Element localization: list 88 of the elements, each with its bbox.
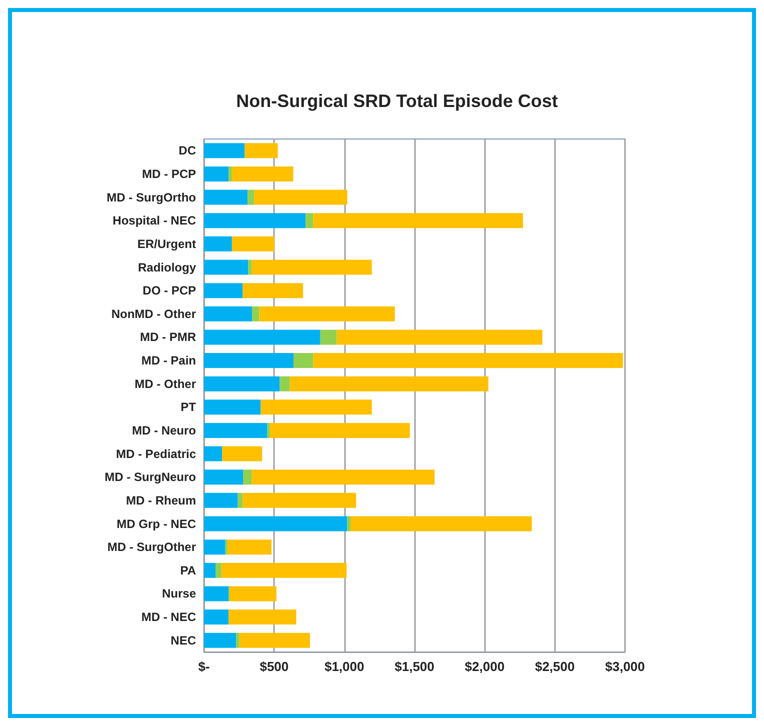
- y-tick-label: MD - NEC: [141, 610, 196, 624]
- bar: [204, 470, 244, 485]
- bar: [270, 422, 410, 438]
- x-tick-label: $-: [198, 659, 210, 674]
- bar: [347, 516, 351, 532]
- x-tick-label: $1,000: [324, 659, 364, 674]
- bar: [204, 400, 261, 415]
- bar: [204, 353, 294, 368]
- x-tick-label: $3,000: [605, 659, 645, 674]
- bar: [243, 470, 252, 485]
- y-tick-label: MD - SurgOrtho: [106, 190, 196, 204]
- bar: [260, 400, 372, 415]
- bar: [313, 353, 623, 368]
- y-tick-label: MD - Rheum: [126, 493, 196, 508]
- y-tick-label: MD - Other: [134, 376, 196, 391]
- bar: [313, 213, 523, 228]
- bar: [228, 540, 272, 555]
- y-tick-label: MD - Pain: [141, 354, 196, 368]
- y-tick-label: PA: [180, 563, 196, 578]
- bar: [221, 562, 347, 578]
- y-tick-label: PT: [180, 400, 197, 414]
- bar: [232, 236, 274, 252]
- bar: [204, 376, 280, 392]
- y-tick-label: MD - PMR: [140, 330, 196, 344]
- y-tick-label: MD Grp - NEC: [116, 516, 196, 531]
- bar: [228, 610, 296, 625]
- bar: [280, 376, 290, 392]
- bar: [204, 330, 320, 345]
- bar: [306, 213, 314, 228]
- bar: [204, 586, 229, 602]
- bar: [230, 586, 276, 602]
- bar: [228, 166, 232, 182]
- bar: [204, 492, 238, 508]
- y-tick-label: MD - Pediatric: [116, 446, 196, 461]
- bar: [204, 143, 245, 158]
- x-tick-label: $500: [260, 659, 289, 674]
- y-tick-label: NonMD - Other: [111, 306, 196, 321]
- bar: [236, 632, 240, 648]
- y-tick-label: MD - SurgOther: [107, 540, 196, 554]
- bar: [204, 422, 268, 438]
- y-tick-label: ER/Urgent: [137, 236, 196, 251]
- bar: [204, 166, 229, 182]
- bar: [204, 236, 232, 252]
- bar: [290, 376, 488, 392]
- bar: [204, 190, 248, 205]
- bar: [267, 422, 270, 438]
- y-tick-label: Nurse: [162, 586, 196, 601]
- bar: [216, 562, 222, 578]
- bar: [336, 330, 542, 345]
- y-tick-label: DC: [178, 144, 196, 158]
- y-tick-label: MD - SurgNeuro: [104, 470, 196, 484]
- bar: [242, 283, 304, 298]
- bar: [238, 492, 243, 508]
- bar: [204, 516, 348, 532]
- bar: [222, 446, 262, 462]
- y-tick-label: DO - PCP: [142, 284, 196, 298]
- bar: [244, 143, 278, 158]
- bar: [204, 610, 229, 625]
- bar: [204, 540, 226, 555]
- bar: [254, 190, 348, 205]
- bar: [204, 306, 252, 322]
- bar: [252, 260, 372, 275]
- bar: [252, 470, 435, 485]
- bar: [259, 306, 395, 322]
- x-tick-label: $2,000: [464, 659, 505, 674]
- bar: [294, 353, 314, 368]
- bar: [204, 562, 216, 578]
- bar: [204, 632, 236, 648]
- bar: [320, 330, 337, 345]
- x-tick-label: $2,500: [534, 659, 575, 674]
- bar: [248, 190, 254, 205]
- bar: [239, 632, 310, 648]
- chart-title: Non-Surgical SRD Total Episode Cost: [236, 91, 558, 111]
- bar: [204, 446, 222, 462]
- y-tick-label: MD - PCP: [142, 166, 196, 181]
- bar: [252, 306, 260, 322]
- bar: [248, 260, 252, 275]
- y-tick-label: Radiology: [138, 260, 196, 274]
- bar: [204, 260, 248, 275]
- bar: [242, 492, 356, 508]
- y-tick-label: Hospital - NEC: [112, 214, 196, 228]
- y-tick-label: MD - Neuro: [132, 423, 196, 438]
- y-tick-label: NEC: [170, 633, 196, 648]
- bar: [204, 283, 243, 298]
- bar: [350, 516, 532, 532]
- x-tick-label: $1,500: [394, 659, 434, 674]
- bar: [204, 213, 306, 228]
- bar: [232, 166, 294, 182]
